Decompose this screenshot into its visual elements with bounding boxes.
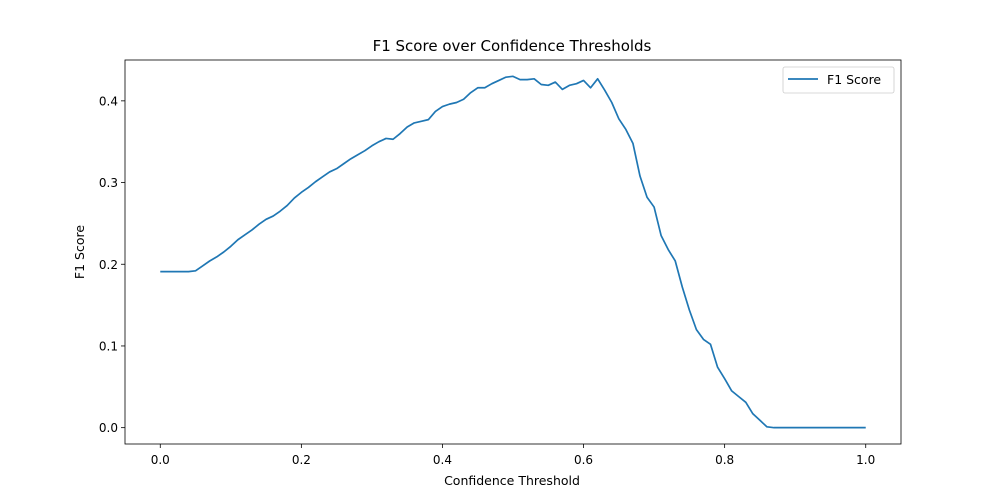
y-axis-label: F1 Score [72,225,87,279]
x-tick-label: 0.0 [151,453,170,467]
x-tick-label: 0.2 [292,453,311,467]
y-tick-label: 0.0 [99,421,118,435]
x-tick-label: 0.4 [433,453,452,467]
y-tick-label: 0.1 [99,339,118,353]
x-axis-label: Confidence Threshold [444,473,580,488]
x-tick-label: 0.8 [715,453,734,467]
plot-area: 0.0 0.2 0.4 0.6 0.8 1.0 0.0 0.1 0.2 0.3 0.4 [99,59,902,467]
x-axis-ticks: 0.0 0.2 0.4 0.6 0.8 1.0 [151,444,875,467]
y-tick-label: 0.2 [99,258,118,272]
series-line-f1-score [160,75,866,429]
x-tick-label: 1.0 [856,453,875,467]
legend: F1 Score [782,66,895,94]
y-axis-ticks: 0.0 0.1 0.2 0.3 0.4 [99,94,125,435]
chart-title: F1 Score over Confidence Thresholds [373,37,652,55]
x-tick-label: 0.6 [574,453,593,467]
legend-label: F1 Score [827,72,881,87]
y-tick-label: 0.4 [99,94,118,108]
y-tick-label: 0.3 [99,176,118,190]
legend-box [782,66,895,94]
axes-frame [124,59,902,445]
